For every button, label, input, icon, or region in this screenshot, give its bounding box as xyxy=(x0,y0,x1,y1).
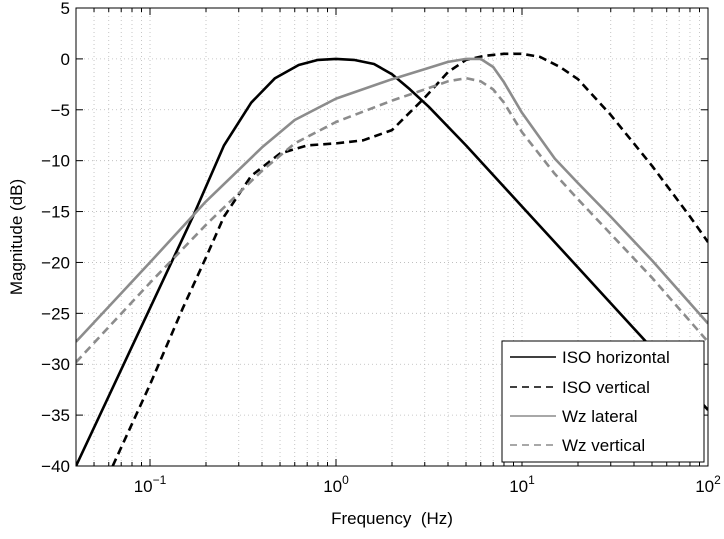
y-tick-label: −25 xyxy=(41,304,70,323)
x-tick-label: 102 xyxy=(695,473,721,496)
y-tick-label: −10 xyxy=(41,152,70,171)
series-line-iso-vertical xyxy=(111,52,708,466)
series-lines xyxy=(76,52,708,466)
legend-label-iso-vertical: ISO vertical xyxy=(562,378,650,397)
y-tick-label: −15 xyxy=(41,203,70,222)
series-line-wz-vertical xyxy=(76,76,708,364)
x-axis-label: Frequency (Hz) xyxy=(331,509,453,528)
y-tick-label: −5 xyxy=(51,101,70,120)
y-tick-label: 5 xyxy=(61,0,70,18)
y-tick-label: 0 xyxy=(61,50,70,69)
tick-labels: 5 0 −5 −10 −15 −20 −25 −30 −35 −40 10−1 100 101 102 xyxy=(41,0,721,496)
x-tick-label: 10−1 xyxy=(134,473,167,496)
legend: ISO horizontal ISO vertical Wz lateral W… xyxy=(501,340,705,463)
y-tick-label: −20 xyxy=(41,253,70,272)
series-line-wz-lateral xyxy=(76,57,708,343)
axis-ticks xyxy=(75,7,709,467)
y-tick-label: −35 xyxy=(41,406,70,425)
legend-label-iso-horizontal: ISO horizontal xyxy=(562,348,670,367)
legend-label-wz-vertical: Wz vertical xyxy=(562,436,645,455)
y-tick-label: −40 xyxy=(41,457,70,476)
series-line-iso-horizontal xyxy=(76,57,708,466)
legend-label-wz-lateral: Wz lateral xyxy=(562,407,638,426)
x-tick-label: 100 xyxy=(323,473,349,496)
plot-frame xyxy=(75,7,709,467)
y-tick-label: −30 xyxy=(41,355,70,374)
legend-box xyxy=(501,340,705,463)
y-axis-label: Magnitude (dB) xyxy=(7,179,26,295)
x-tick-label: 101 xyxy=(509,473,535,496)
